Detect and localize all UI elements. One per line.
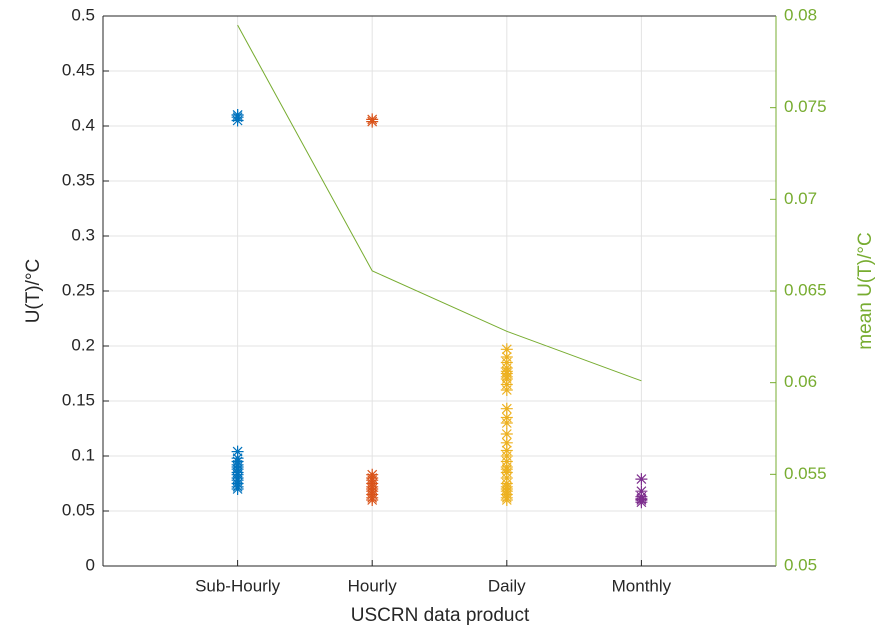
x-tick-label: Sub-Hourly (195, 576, 281, 595)
y-tick-label: 0.4 (71, 115, 95, 134)
y-tick-label: 0.35 (62, 170, 95, 189)
marker (635, 496, 648, 509)
marker (635, 473, 648, 486)
y2-axis-label: mean U(T)/°C (855, 232, 876, 349)
y-tick-label: 0.45 (62, 60, 95, 79)
marker (500, 402, 513, 415)
marker (500, 436, 513, 449)
x-tick-label: Daily (488, 576, 526, 595)
marker (500, 417, 513, 429)
y-axis-label: U(T)/°C (23, 259, 44, 324)
marker (500, 428, 513, 440)
y2-tick-label: 0.07 (784, 189, 817, 208)
marker (500, 384, 513, 396)
marker (231, 483, 244, 495)
y-tick-label: 0.05 (62, 500, 95, 519)
marker (231, 109, 244, 121)
y2-tick-label: 0.08 (784, 5, 817, 24)
x-axis-label: USCRN data product (351, 605, 530, 626)
y2-tick-label: 0.075 (784, 97, 827, 116)
y2-tick-label: 0.05 (784, 555, 817, 574)
y2-tick-label: 0.065 (784, 280, 827, 299)
marker (366, 494, 379, 506)
marker (500, 343, 513, 356)
marker (366, 115, 379, 128)
y-tick-label: 0.25 (62, 280, 95, 299)
y-tick-label: 0.2 (71, 335, 95, 354)
y-tick-label: 0.1 (71, 445, 95, 464)
mean-line (237, 24, 642, 382)
x-tick-label: Hourly (348, 576, 398, 595)
marker (500, 494, 513, 506)
marker (231, 445, 244, 458)
y-tick-label: 0.3 (71, 225, 95, 244)
y-tick-label: 0 (86, 555, 95, 574)
y-tick-label: 0.5 (71, 5, 95, 24)
y2-tick-label: 0.06 (784, 372, 817, 391)
y2-tick-label: 0.055 (784, 464, 827, 483)
y-tick-label: 0.15 (62, 390, 95, 409)
x-tick-label: Monthly (612, 576, 672, 595)
